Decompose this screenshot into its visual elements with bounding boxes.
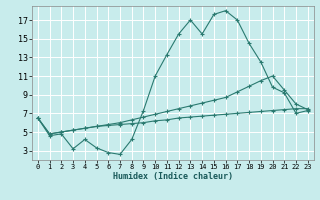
X-axis label: Humidex (Indice chaleur): Humidex (Indice chaleur) xyxy=(113,172,233,181)
